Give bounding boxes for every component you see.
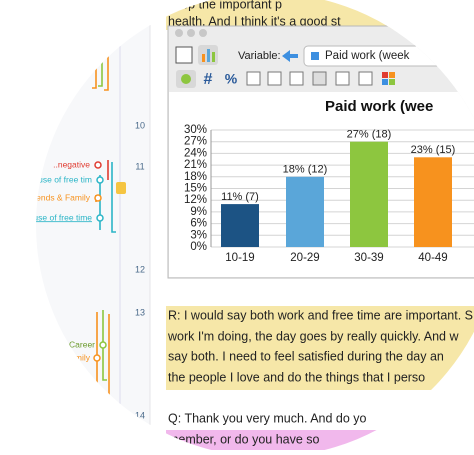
chart-title: Paid work (wee: [325, 98, 433, 115]
y-tick-label: 30%: [184, 124, 207, 136]
window-button[interactable]: [187, 29, 195, 37]
toolbar-icon[interactable]: [382, 79, 388, 85]
variable-value[interactable]: Paid work (week: [325, 50, 410, 62]
x-tick-label: 20-29: [290, 252, 319, 264]
line-number: 14: [135, 410, 145, 420]
chart-window: Variable: Paid work (week # % Paid work …: [167, 25, 474, 279]
bar: [286, 176, 324, 247]
plot: 0%3%6%9%12%15%18%21%24%27%30% 10-19 11% (7…: [184, 124, 474, 264]
transcript-line: work I'm doing, the day goes by really q…: [167, 329, 459, 343]
memo-icon[interactable]: [116, 182, 126, 194]
data-label: 11% (7): [221, 191, 259, 203]
transcript-line: keep the important p: [168, 0, 282, 11]
transcript-line: health. And I think it's a good st: [168, 14, 341, 28]
code-nodes: [93, 161, 107, 362]
y-tick-label: 3%: [190, 229, 207, 241]
hash-icon[interactable]: #: [204, 71, 213, 88]
highlight: [166, 306, 474, 390]
bar: [414, 157, 452, 247]
data-label: 18% (12): [283, 164, 328, 176]
window-button[interactable]: [175, 29, 183, 37]
x-tick-label: 10-19: [225, 252, 254, 264]
code-label[interactable]: ds & Family: [46, 352, 91, 362]
toolbar-icon[interactable]: [389, 72, 395, 78]
y-tick-label: 27%: [184, 136, 207, 148]
variable-icon: [311, 52, 319, 60]
transcript-line: member, or do you have so: [168, 432, 320, 446]
y-tick-label: 0%: [190, 241, 207, 253]
table-icon[interactable]: [175, 46, 193, 64]
code-label[interactable]: Better use of free time: [8, 212, 92, 222]
line-number: 12: [135, 264, 145, 274]
back-arrow[interactable]: [282, 50, 298, 62]
tag-icon-glyph: [181, 74, 191, 84]
y-tick-label: 24%: [184, 147, 207, 159]
code-label[interactable]: ..Friends & Family: [22, 192, 91, 202]
chart-icon: [212, 52, 215, 62]
line-number: 13: [135, 307, 145, 317]
bar: [350, 141, 388, 247]
y-tick-label: 6%: [190, 218, 207, 230]
toolbar-icon[interactable]: [389, 79, 395, 85]
code-label[interactable]: Pace & Career: [39, 339, 95, 349]
x-tick-label: 40-49: [418, 252, 447, 264]
y-tick-label: 15%: [184, 183, 207, 195]
code-label[interactable]: ..negative: [53, 159, 90, 169]
transcript-line: Q: Thank you very much. And do yo: [168, 411, 367, 425]
line-number: 10: [135, 120, 145, 130]
y-tick-label: 18%: [184, 171, 207, 183]
transcript-line: R: I would say both work and free time a…: [168, 308, 473, 322]
chart-icon: [202, 54, 205, 62]
line-number: 11: [135, 161, 144, 171]
variable-label: Variable:: [238, 50, 281, 62]
toolbar-icons: [246, 71, 373, 86]
y-tick-label: 12%: [184, 194, 207, 206]
chart-icon: [207, 49, 210, 62]
percent-icon[interactable]: %: [225, 71, 238, 87]
code-label[interactable]: Better use of free tim: [13, 174, 92, 184]
data-label: 23% (15): [411, 144, 456, 156]
y-tick-label: 9%: [190, 206, 207, 218]
code-margin: [36, 0, 150, 450]
y-tick-label: 21%: [184, 159, 207, 171]
transcript-line: the people I love and do the things that…: [168, 370, 425, 384]
x-tick-label: 30-39: [354, 252, 383, 264]
data-label: 27% (18): [347, 129, 392, 141]
bar: [221, 204, 259, 247]
toolbar-icon[interactable]: [382, 72, 388, 78]
transcript-line: say both. I need to feel satisfied durin…: [168, 349, 444, 363]
window-button[interactable]: [199, 29, 207, 37]
